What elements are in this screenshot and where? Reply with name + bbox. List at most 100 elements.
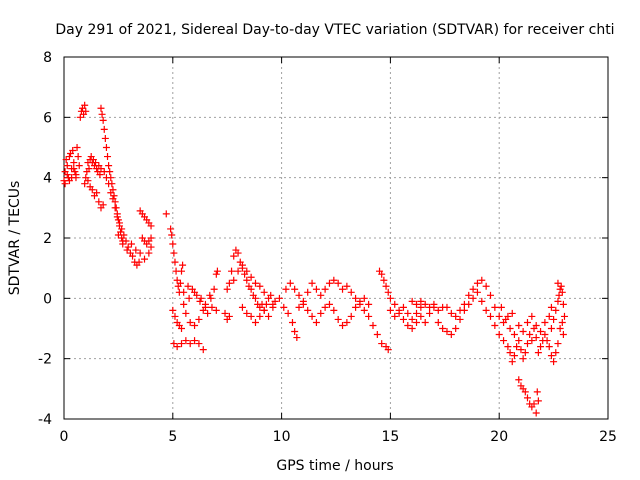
data-point bbox=[65, 153, 73, 161]
data-point bbox=[482, 306, 490, 314]
data-point bbox=[515, 337, 523, 345]
data-point bbox=[317, 291, 325, 299]
data-point bbox=[114, 231, 122, 239]
data-point bbox=[443, 328, 451, 336]
data-point bbox=[197, 294, 205, 302]
data-point bbox=[247, 273, 255, 281]
data-point bbox=[321, 285, 329, 293]
data-point bbox=[191, 337, 199, 345]
data-point bbox=[124, 243, 132, 251]
data-point bbox=[523, 394, 531, 402]
data-point bbox=[282, 285, 290, 293]
data-point bbox=[280, 303, 288, 311]
data-point bbox=[386, 294, 394, 302]
axis-ticks: 0 5 10 15 20 25 -4 -2 0 2 4 6 8 bbox=[38, 50, 617, 445]
data-point bbox=[417, 303, 425, 311]
data-point bbox=[169, 240, 177, 248]
data-point bbox=[391, 300, 399, 308]
data-point bbox=[380, 276, 388, 284]
data-point bbox=[102, 144, 110, 151]
data-point bbox=[321, 303, 329, 311]
data-point bbox=[486, 312, 494, 320]
data-point bbox=[317, 309, 325, 317]
x-tick-label: 15 bbox=[381, 429, 399, 445]
data-point bbox=[559, 300, 567, 308]
data-point bbox=[191, 321, 199, 329]
data-point bbox=[69, 147, 77, 155]
data-point bbox=[330, 276, 338, 284]
data-point bbox=[434, 306, 442, 314]
data-point bbox=[97, 104, 105, 112]
data-point bbox=[384, 346, 392, 354]
data-point bbox=[230, 252, 238, 260]
data-point bbox=[434, 318, 442, 326]
data-point bbox=[478, 297, 486, 305]
data-point bbox=[260, 288, 268, 296]
data-point bbox=[76, 113, 84, 121]
data-point bbox=[360, 306, 368, 314]
data-point bbox=[147, 222, 155, 230]
data-point bbox=[127, 240, 135, 248]
data-point bbox=[208, 303, 216, 311]
data-point bbox=[558, 288, 566, 296]
data-point bbox=[271, 297, 279, 305]
data-point bbox=[537, 328, 545, 336]
data-point bbox=[223, 285, 231, 293]
data-point bbox=[267, 291, 275, 299]
data-point bbox=[556, 325, 564, 332]
data-point bbox=[97, 165, 105, 173]
data-point bbox=[141, 255, 149, 263]
data-point bbox=[384, 288, 392, 296]
data-point bbox=[413, 300, 421, 308]
data-point bbox=[265, 312, 273, 320]
data-point bbox=[196, 297, 204, 305]
data-point bbox=[176, 279, 184, 287]
data-point bbox=[173, 276, 181, 284]
data-point bbox=[447, 331, 455, 339]
data-point bbox=[325, 300, 333, 308]
data-point bbox=[308, 312, 316, 320]
data-point bbox=[201, 303, 209, 311]
data-point bbox=[260, 306, 268, 314]
data-point bbox=[526, 331, 534, 339]
grid bbox=[64, 57, 608, 419]
data-point bbox=[510, 352, 518, 360]
data-point bbox=[560, 312, 568, 320]
data-point bbox=[495, 331, 503, 339]
data-point bbox=[395, 309, 403, 317]
data-point bbox=[291, 285, 299, 293]
data-point bbox=[238, 261, 246, 269]
data-point bbox=[73, 144, 81, 151]
y-tick-label: 2 bbox=[43, 231, 52, 247]
data-point bbox=[243, 276, 251, 284]
data-point bbox=[171, 258, 179, 266]
data-point bbox=[545, 312, 553, 320]
data-point bbox=[180, 288, 188, 296]
data-point bbox=[550, 358, 558, 366]
data-point bbox=[88, 186, 96, 194]
data-point bbox=[552, 349, 560, 357]
data-point bbox=[515, 321, 523, 329]
data-point bbox=[500, 337, 508, 345]
data-point bbox=[225, 312, 233, 320]
data-point bbox=[552, 306, 560, 314]
data-point bbox=[517, 346, 525, 354]
data-point bbox=[178, 325, 186, 332]
data-point bbox=[495, 312, 503, 320]
data-point bbox=[243, 309, 251, 317]
data-point bbox=[557, 282, 565, 290]
data-point bbox=[147, 234, 155, 242]
data-point bbox=[534, 397, 542, 405]
data-point bbox=[347, 312, 355, 320]
data-point bbox=[465, 291, 473, 299]
data-point bbox=[168, 231, 176, 239]
data-point bbox=[378, 270, 386, 278]
data-point bbox=[519, 328, 527, 336]
data-point bbox=[293, 334, 301, 342]
data-point bbox=[541, 318, 549, 326]
data-point bbox=[99, 116, 107, 124]
data-point bbox=[391, 312, 399, 320]
data-point bbox=[417, 297, 425, 305]
data-point bbox=[408, 325, 416, 332]
